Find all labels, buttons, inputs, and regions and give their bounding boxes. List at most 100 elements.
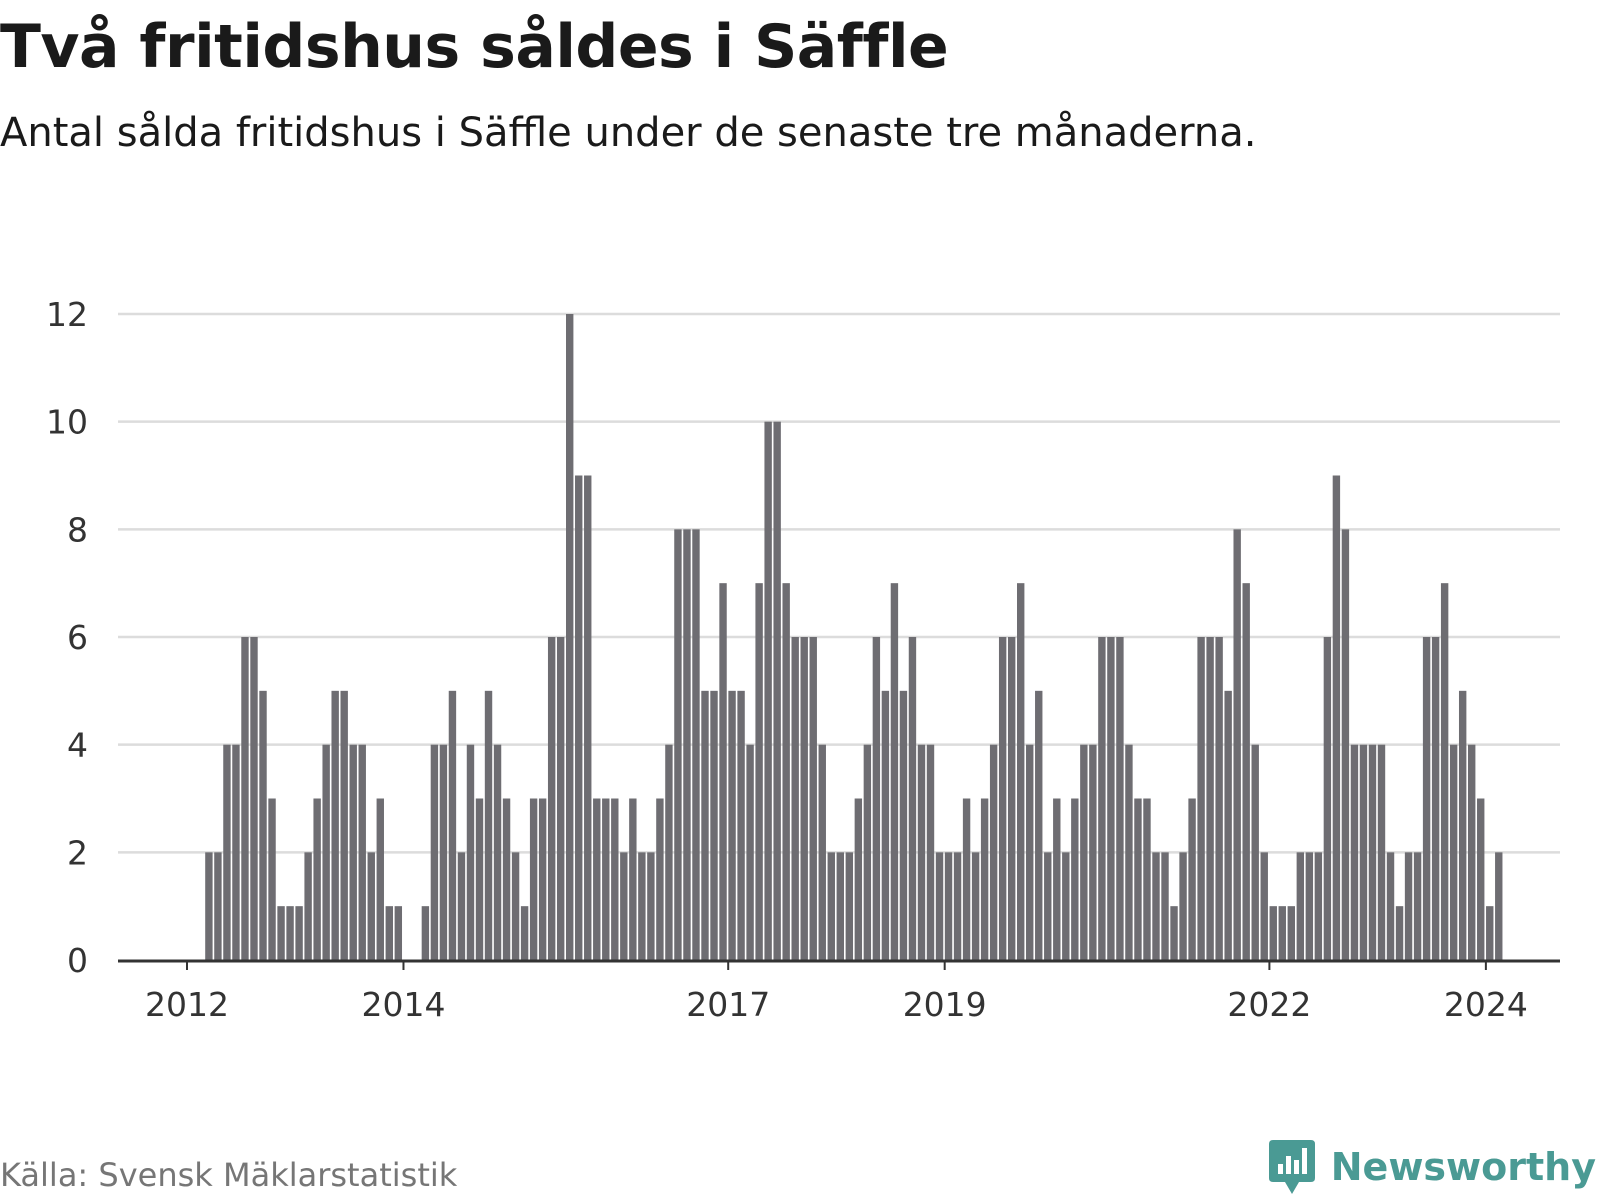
bar (349, 744, 357, 960)
bar (1233, 529, 1241, 960)
bar (538, 798, 547, 960)
bar (205, 852, 213, 960)
bar (989, 744, 998, 960)
bar (304, 852, 312, 960)
source-note: Källa: Svensk Mäklarstatistik (0, 1156, 458, 1194)
bar (611, 798, 619, 960)
bar (1422, 637, 1431, 960)
bar (1098, 637, 1106, 960)
bar (863, 744, 872, 960)
bar (602, 798, 610, 960)
bar (1404, 852, 1413, 960)
bar (232, 744, 240, 960)
bar (331, 690, 339, 960)
bar (629, 798, 637, 960)
bar (1161, 852, 1169, 960)
bar (1053, 798, 1061, 960)
bar (791, 637, 799, 960)
bar (710, 690, 718, 960)
bar (674, 529, 682, 960)
bar (584, 475, 592, 960)
bar (764, 421, 772, 961)
bar (1305, 852, 1314, 960)
bar (358, 744, 366, 960)
bar (448, 690, 457, 960)
bar (250, 637, 258, 960)
bar (998, 637, 1007, 960)
bar (566, 314, 574, 960)
bar (1116, 637, 1124, 960)
bar (1269, 906, 1277, 960)
bar (755, 583, 763, 960)
bar (313, 798, 321, 960)
bar (1089, 744, 1097, 960)
bar (367, 852, 375, 960)
bar (575, 475, 583, 960)
bar (719, 583, 727, 960)
bar (1179, 852, 1187, 960)
bar (1341, 529, 1350, 960)
bar (1206, 637, 1214, 960)
bar (1431, 637, 1440, 960)
bar (917, 744, 926, 960)
bar (1071, 798, 1079, 960)
brand-name: Newsworthy (1330, 1145, 1596, 1189)
bar (1486, 906, 1494, 960)
bar (259, 690, 267, 960)
bar (800, 637, 808, 960)
newsworthy-logo-icon (1268, 1140, 1315, 1194)
bar (1359, 744, 1368, 960)
bar (638, 852, 646, 960)
bar (268, 798, 276, 960)
bar (1125, 744, 1133, 960)
chart-title: Två fritidshus såldes i Säffle (0, 12, 949, 82)
bar (340, 690, 348, 960)
bar (899, 690, 908, 960)
bar (728, 690, 736, 960)
bar (872, 637, 881, 960)
bar (1152, 852, 1160, 960)
y-tick-label: 10 (46, 403, 88, 442)
bar (1332, 475, 1341, 960)
bar (1017, 583, 1025, 960)
bar (980, 798, 989, 960)
bar (773, 421, 781, 961)
bar (286, 906, 294, 960)
y-tick-label: 8 (67, 510, 88, 549)
y-tick-label: 12 (46, 295, 88, 334)
bar (1251, 744, 1259, 960)
bar (430, 744, 439, 960)
bar (737, 690, 745, 960)
bar (520, 906, 529, 960)
x-tick-label: 2024 (1444, 985, 1528, 1024)
bar (1287, 906, 1295, 960)
bar (818, 744, 826, 960)
bar (1215, 637, 1223, 960)
bar (890, 583, 899, 960)
bar (295, 906, 303, 960)
bar (1107, 637, 1115, 960)
x-tick-label: 2012 (145, 985, 229, 1024)
bar (701, 690, 709, 960)
bar (845, 852, 854, 960)
bar (962, 798, 971, 960)
bar (277, 906, 285, 960)
bar (908, 637, 917, 960)
bar (421, 906, 430, 960)
bar (1350, 744, 1359, 960)
bar (665, 744, 673, 960)
bar (457, 852, 466, 960)
bar (854, 798, 863, 960)
bar (1440, 583, 1449, 960)
bar (620, 852, 628, 960)
bar (1395, 906, 1404, 960)
bar (439, 744, 448, 960)
bar (1044, 852, 1052, 960)
bar (529, 798, 538, 960)
bar (1035, 690, 1043, 960)
bar (1170, 906, 1178, 960)
bar (1188, 798, 1196, 960)
y-tick-label: 4 (67, 726, 88, 765)
bar (926, 744, 935, 960)
